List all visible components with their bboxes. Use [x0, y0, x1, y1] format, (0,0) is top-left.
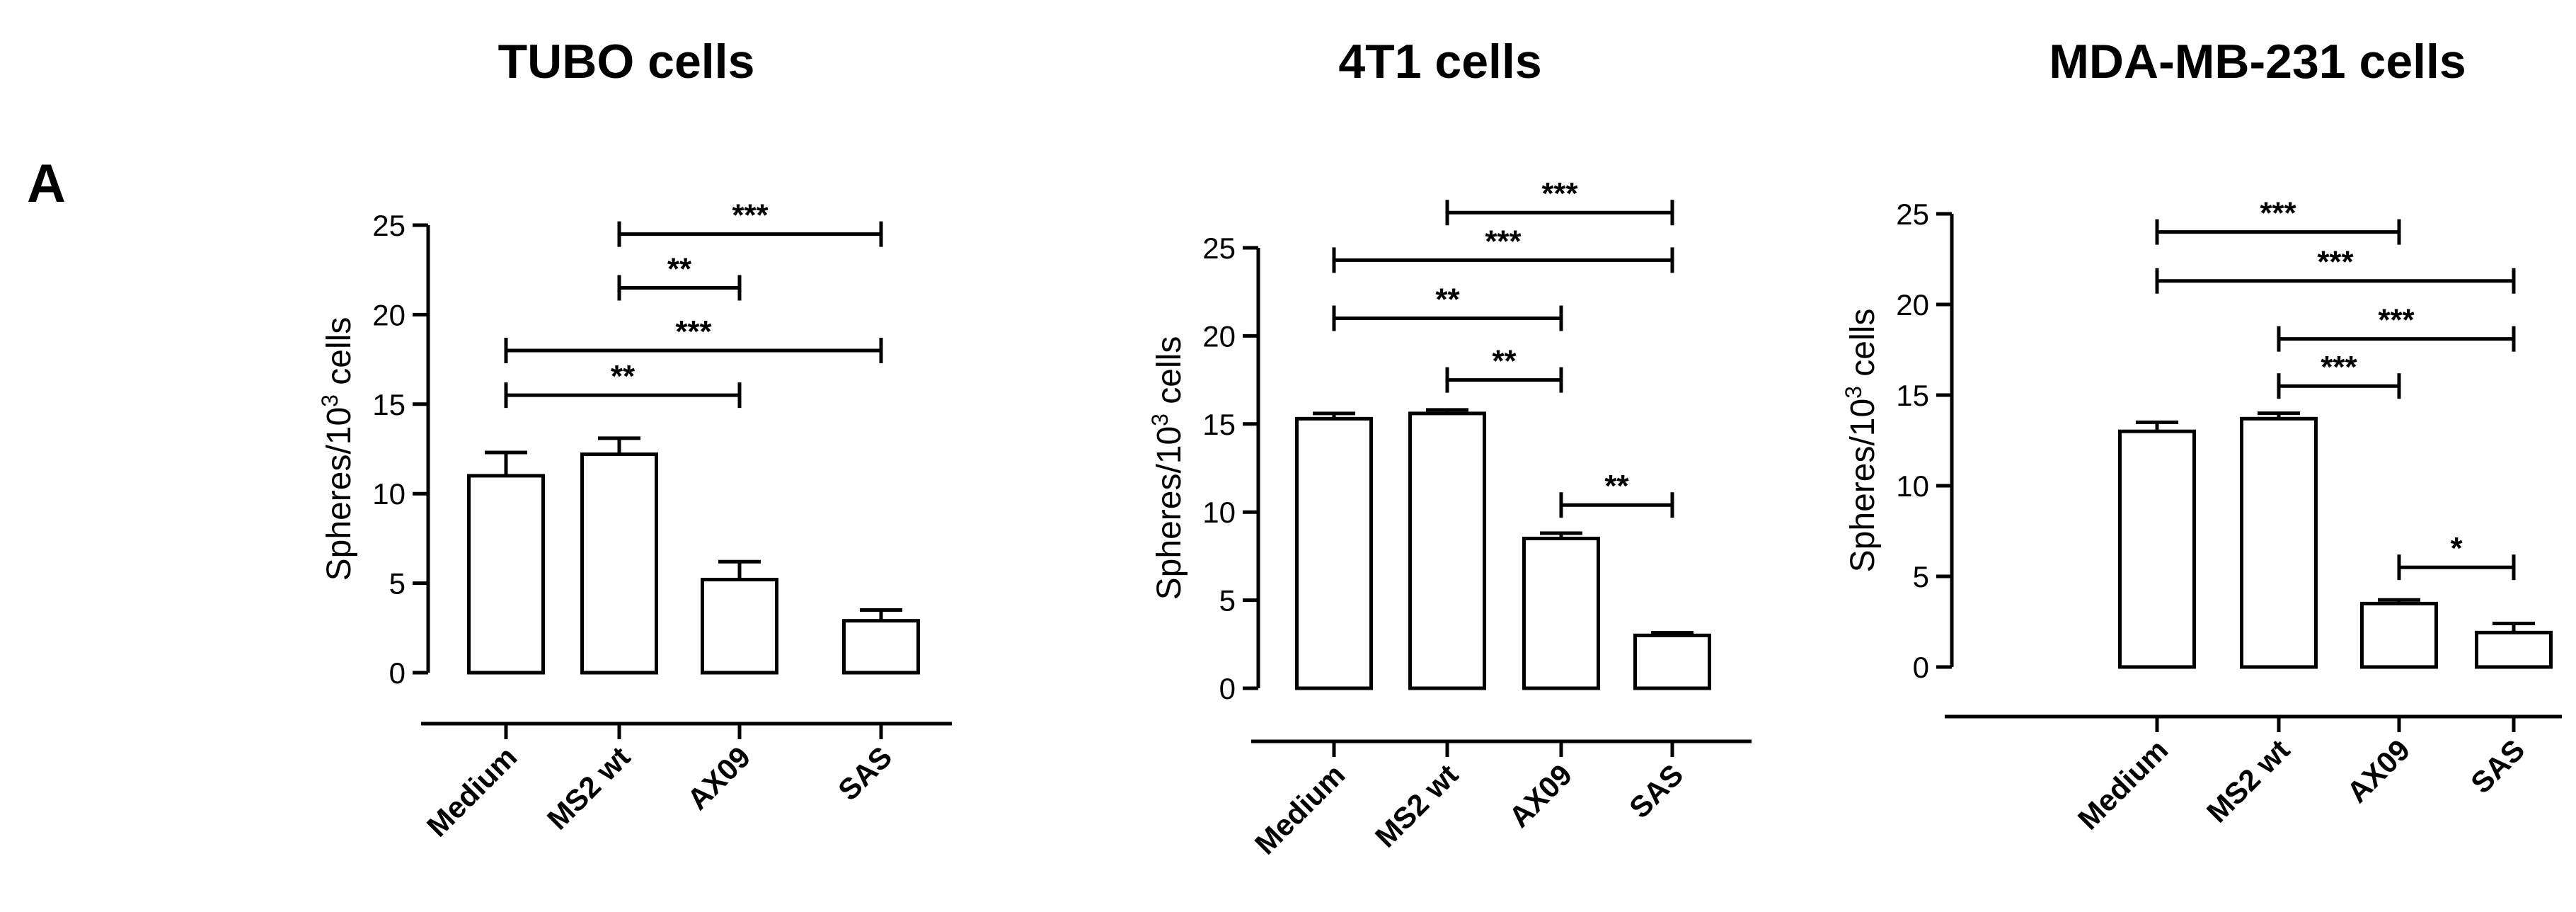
chart-title: TUBO cells — [498, 35, 755, 89]
y-axis-label-sup: 3 — [1147, 414, 1173, 426]
significance-bracket: *** — [2155, 196, 2401, 245]
significance-label: *** — [2260, 196, 2296, 231]
y-axis-label-sup: 3 — [317, 394, 343, 407]
y-tick-label: 25 — [1202, 232, 1236, 265]
panel-label: A — [27, 154, 66, 214]
bar — [467, 474, 545, 675]
chart-title: MDA-MB-231 cells — [2049, 35, 2466, 89]
bar — [2475, 630, 2553, 669]
y-axis-label-tail: cells — [321, 317, 358, 394]
y-tick-label: 0 — [1913, 651, 1929, 684]
significance-bracket: ** — [617, 251, 742, 301]
y-tick-label: 20 — [372, 298, 406, 331]
significance-label: *** — [2378, 303, 2415, 338]
y-axis-label-tail: cells — [1151, 336, 1188, 414]
category-label: MS2 wt — [541, 740, 637, 836]
significance-label: *** — [1485, 224, 1522, 258]
category-label: Medium — [2071, 733, 2174, 836]
significance-bracket: *** — [2155, 245, 2516, 294]
y-tick-label: 25 — [372, 209, 406, 242]
category-label: Medium — [420, 740, 523, 843]
significance-label: * — [2450, 531, 2463, 566]
bar — [842, 619, 920, 675]
y-axis-label-sup: 3 — [1841, 386, 1866, 399]
category-label: AX09 — [1502, 758, 1579, 834]
significance-bracket: *** — [1445, 176, 1674, 226]
category-label: Medium — [1248, 758, 1351, 860]
significance-bracket: ** — [1332, 283, 1563, 331]
significance-bracket: ** — [504, 359, 742, 409]
category-label: AX09 — [681, 740, 757, 816]
chart-3: MDA-MB-231 cells 0 5 10 15 20 25 Spheres/103 ce… — [1841, 35, 2562, 836]
y-axis-label-main: Spheres/10 — [321, 407, 358, 581]
significance-label: ** — [611, 359, 636, 394]
y-axis-label-main: Spheres/10 — [1151, 426, 1188, 600]
significance-bracket: *** — [1332, 224, 1674, 273]
significance-label: *** — [1541, 176, 1578, 211]
y-tick-label: 20 — [1202, 319, 1236, 353]
y-axis-label: Spheres/103 cells — [1147, 336, 1188, 600]
y-tick-label: 5 — [1913, 560, 1929, 593]
bar — [580, 452, 658, 675]
bar — [2118, 429, 2196, 669]
significance-bracket: ** — [1559, 469, 1674, 518]
bar — [2360, 601, 2438, 669]
y-tick-label: 15 — [1202, 408, 1236, 441]
significance-label: *** — [675, 314, 712, 349]
significance-bracket: *** — [504, 314, 883, 363]
y-axis-label: Spheres/103 cells — [1841, 309, 1882, 573]
bar — [1522, 537, 1600, 690]
significance-bracket: ** — [1445, 344, 1563, 393]
category-label: SAS — [832, 740, 898, 806]
y-tick-label: 15 — [1896, 379, 1929, 412]
y-axis-label-main: Spheres/10 — [1844, 399, 1882, 573]
significance-bracket: *** — [2277, 350, 2401, 399]
category-label: SAS — [1623, 758, 1689, 824]
significance-label: *** — [2321, 350, 2357, 384]
significance-label: ** — [1435, 283, 1460, 317]
bar — [701, 578, 778, 675]
y-tick-label: 5 — [1219, 584, 1236, 617]
y-tick-label: 20 — [1896, 288, 1929, 321]
category-label: AX09 — [2340, 733, 2417, 809]
significance-bracket: *** — [617, 198, 883, 247]
category-label: SAS — [2464, 733, 2531, 799]
bar — [1295, 416, 1373, 690]
category-label: MS2 wt — [2200, 733, 2296, 829]
significance-label: ** — [1604, 469, 1629, 503]
significance-bracket: * — [2397, 531, 2516, 581]
category-label: MS2 wt — [1369, 758, 1465, 854]
y-tick-label: 15 — [372, 388, 406, 421]
y-tick-label: 0 — [389, 656, 406, 690]
y-tick-label: 10 — [372, 477, 406, 511]
y-axis-label-tail: cells — [1844, 309, 1882, 386]
significance-label: ** — [1492, 344, 1517, 379]
chart-1: TUBO cells 0 5 10 15 20 25 Spheres/103 cells Med… — [317, 35, 952, 843]
y-tick-label: 0 — [1219, 672, 1236, 705]
chart-title: 4T1 cells — [1338, 35, 1541, 89]
significance-label: *** — [2317, 245, 2354, 280]
bar — [2240, 416, 2318, 669]
significance-label: ** — [667, 251, 692, 286]
y-tick-label: 25 — [1896, 198, 1929, 231]
y-tick-label: 10 — [1896, 469, 1929, 503]
y-tick-label: 5 — [389, 567, 406, 600]
bar — [1408, 411, 1486, 690]
bar — [1633, 633, 1711, 690]
significance-label: *** — [732, 198, 769, 233]
y-tick-label: 10 — [1202, 496, 1236, 529]
significance-bracket: *** — [2277, 303, 2516, 352]
chart-2: 4T1 cells 0 5 10 15 20 25 Spheres/103 cells Medi… — [1147, 35, 1752, 861]
y-axis-label: Spheres/103 cells — [317, 317, 358, 581]
